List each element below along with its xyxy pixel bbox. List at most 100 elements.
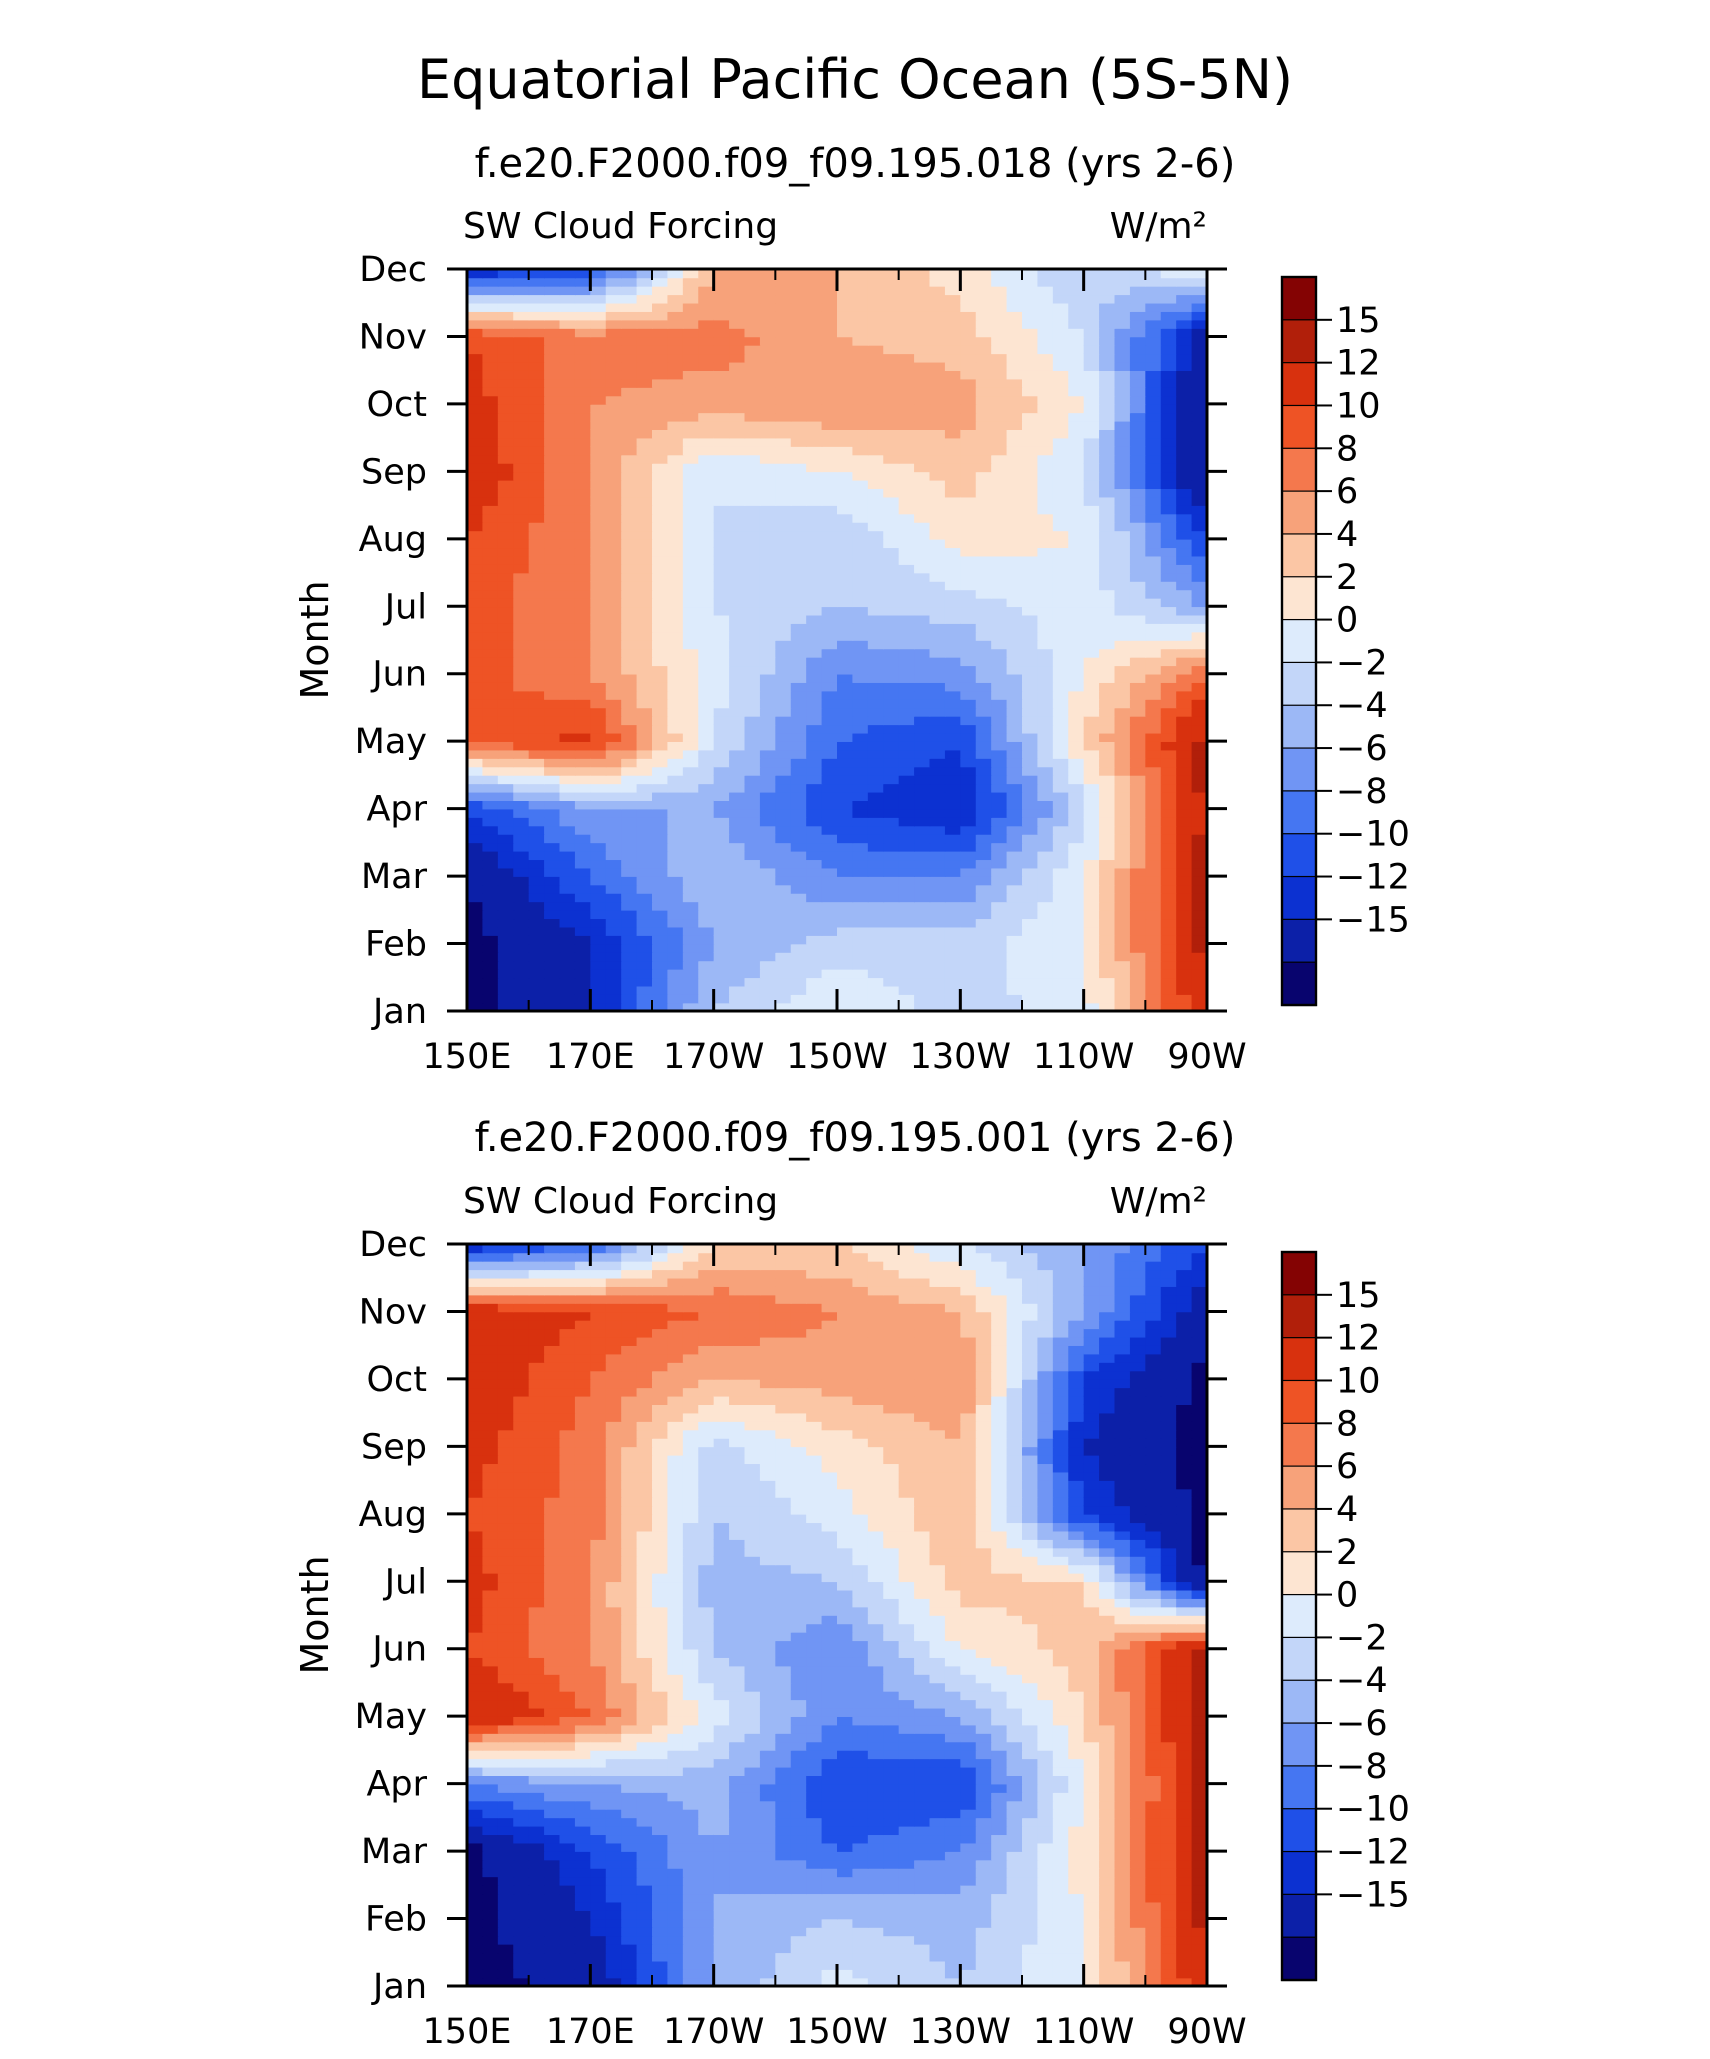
heatmap-cell: [821, 741, 838, 751]
heatmap-cell: [898, 749, 915, 759]
heatmap-cell: [1160, 699, 1177, 709]
heatmap-cell: [1191, 395, 1207, 405]
heatmap-cell: [975, 994, 992, 1004]
heatmap-cell: [1145, 673, 1162, 683]
heatmap-cell: [667, 1943, 684, 1954]
heatmap-cell: [867, 859, 885, 869]
heatmap-cell: [837, 623, 854, 633]
heatmap-cell: [467, 1926, 484, 1937]
heatmap-cell: [914, 285, 931, 296]
heatmap-cell: [729, 606, 746, 616]
heatmap-cell: [1129, 951, 1147, 962]
heatmap-cell: [806, 682, 823, 692]
heatmap-cell: [852, 564, 869, 574]
heatmap-cell: [1114, 462, 1131, 473]
heatmap-cell: [621, 1977, 638, 1986]
heatmap-cell: [944, 1969, 962, 1979]
heatmap-cell: [790, 572, 807, 582]
heatmap-cell: [759, 606, 777, 616]
heatmap-cell: [1006, 1935, 1023, 1945]
heatmap-cell: [1037, 446, 1054, 456]
heatmap-cell: [513, 597, 530, 608]
heatmap-cell: [729, 370, 746, 380]
colorbar-swatch: [1281, 875, 1317, 921]
heatmap-cell: [636, 682, 653, 692]
heatmap-cell: [1022, 1969, 1039, 1979]
heatmap-cell: [682, 395, 700, 405]
heatmap-cell: [682, 758, 700, 768]
heatmap-cell: [1099, 715, 1116, 726]
heatmap-cell: [837, 589, 854, 599]
heatmap-cell: [467, 547, 484, 557]
heatmap-cell: [544, 395, 561, 405]
heatmap-cell: [1037, 513, 1054, 523]
heatmap-cell: [914, 387, 931, 397]
heatmap-cell: [944, 530, 962, 540]
heatmap-cell: [1160, 344, 1177, 355]
heatmap-cell: [944, 412, 962, 422]
heatmap-cell: [883, 277, 900, 287]
heatmap-cell: [467, 1867, 484, 1878]
heatmap-cell: [898, 901, 915, 911]
heatmap-cell: [713, 572, 730, 582]
heatmap-cell: [482, 951, 499, 962]
heatmap-cell: [1099, 1960, 1116, 1970]
heatmap-cell: [467, 387, 484, 397]
heatmap-cell: [544, 833, 561, 844]
heatmap-cell: [652, 344, 669, 355]
heatmap-cell: [775, 884, 792, 894]
heatmap-cell: [1145, 319, 1162, 329]
heatmap-cell: [1191, 361, 1207, 371]
heatmap-cell: [605, 774, 622, 785]
heatmap-cell: [667, 555, 684, 565]
heatmap-cell: [821, 1952, 838, 1962]
heatmap-cell: [975, 328, 992, 338]
heatmap-cell: [883, 909, 900, 920]
heatmap-cell: [775, 673, 792, 683]
heatmap-cell: [744, 1918, 761, 1928]
heatmap-cell: [605, 412, 622, 422]
heatmap-cell: [852, 1926, 869, 1937]
heatmap-cell: [497, 1952, 515, 1962]
heatmap-cell: [528, 808, 545, 818]
heatmap-cell: [1176, 614, 1193, 624]
heatmap-cell: [852, 505, 869, 515]
heatmap-cell: [898, 328, 915, 338]
heatmap-cell: [960, 1926, 977, 1937]
heatmap-cell: [1129, 724, 1147, 734]
heatmap-cell: [883, 429, 900, 439]
heatmap-cell: [605, 766, 622, 776]
heatmap-cell: [621, 758, 638, 768]
heatmap-cell: [682, 302, 700, 312]
heatmap-cell: [636, 1901, 653, 1911]
heatmap-cell: [867, 311, 885, 321]
heatmap-cell: [944, 960, 962, 970]
heatmap-cell: [1037, 656, 1054, 667]
heatmap-cell: [544, 614, 561, 624]
heatmap-cell: [1176, 538, 1193, 549]
heatmap-cell: [975, 505, 992, 515]
heatmap-cell: [1160, 715, 1177, 726]
heatmap-cell: [621, 926, 638, 936]
heatmap-cell: [467, 1977, 484, 1986]
heatmap-cell: [1099, 1952, 1116, 1962]
heatmap-cell: [513, 589, 530, 599]
heatmap-cell: [1006, 1943, 1023, 1954]
heatmap-cell: [1037, 682, 1054, 692]
heatmap-cell: [975, 1935, 992, 1945]
heatmap-cell: [790, 378, 807, 388]
heatmap-cell: [852, 960, 869, 970]
heatmap-cell: [682, 387, 700, 397]
heatmap-cell: [636, 1977, 653, 1986]
heatmap-cell: [698, 699, 715, 709]
heatmap-cell: [652, 471, 669, 481]
heatmap-cell: [513, 766, 530, 776]
y-tick-label: Nov: [359, 317, 427, 357]
heatmap-cell: [944, 623, 962, 633]
heatmap-cell: [944, 884, 962, 894]
heatmap-cell: [975, 1960, 992, 1970]
heatmap-cell: [852, 420, 869, 430]
heatmap-cell: [837, 353, 854, 363]
heatmap-cell: [559, 1002, 576, 1011]
heatmap-cell: [652, 791, 669, 801]
